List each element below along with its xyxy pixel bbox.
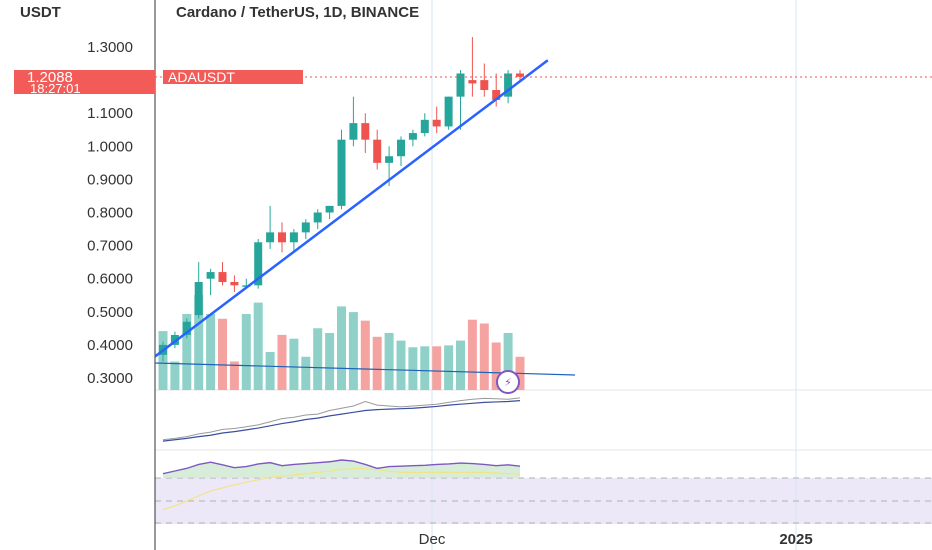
volume-bar [384,333,394,390]
candle-body [242,285,251,287]
volume-bar [206,314,216,390]
rsi-ma-line [162,468,521,511]
volume-bar [325,333,335,390]
price-tick-label: 0.3000 [87,370,133,387]
candle-body [325,205,334,213]
candle-body [397,139,405,157]
lightning-icon: ⚡ [504,376,512,389]
x-label-dec: Dec [419,531,446,548]
volume-bar [348,312,358,390]
volume-bar [182,314,192,390]
candle-body [516,73,524,77]
candle-body [278,232,286,243]
price-tick-label: 0.9000 [87,171,133,188]
symbol-label-box [163,70,303,84]
candle-body [492,90,501,100]
candle-body [373,139,382,163]
chart-title: Cardano / TetherUS, 1D, BINANCE [176,4,419,21]
candle-body [289,232,298,243]
volume-bar [170,361,180,390]
volume-bar [432,346,442,390]
price-tick-label: 0.5000 [87,304,133,321]
current-price: 1.2088 [27,69,73,86]
price-tick-label: 0.7000 [87,238,133,255]
volume-bar [396,340,406,390]
volume-bar [467,319,477,390]
candle-body [170,334,179,345]
lightning-badge[interactable] [496,370,520,394]
price-tick-label: 1.3000 [87,39,133,56]
candle-body [266,232,275,243]
candle-body [504,73,513,97]
volume-bar [456,340,465,390]
volume-bar [313,328,323,390]
indicator-line-upper [162,397,521,441]
volume-bar [241,314,251,390]
price-tick-label: 0.6000 [87,271,133,288]
candle-body [194,282,203,316]
candle-body [230,282,239,286]
price-tick-label: 0.4000 [87,337,133,354]
volume-bar [479,323,489,390]
trendline[interactable] [154,59,549,358]
volume-bar [372,336,382,390]
price-label-box [14,70,155,94]
volume-bar [408,347,418,390]
volume-bar [229,361,239,390]
volume-bar [218,318,227,390]
candle-body [480,80,489,91]
candle-body [361,123,370,140]
indicator-pane [162,397,521,442]
symbol-label: ADAUSDT [168,69,235,85]
volume-bar [360,320,370,390]
volume-bar [444,345,454,390]
candle-body [468,80,477,84]
price-tick-label: 1.1000 [87,105,133,122]
candle-body [456,73,465,97]
volume-bar [301,356,311,390]
price-tick-label: 1.0000 [87,138,133,155]
candle-body [301,222,310,233]
candle-body [206,272,215,279]
price-axis-ticks: 1.3000 1.1000 1.0000 0.9000 0.8000 0.7000 0.60… [87,39,133,387]
bar-countdown: 18:27:01 [30,81,81,96]
candle-body [444,96,453,127]
volume-bars [158,295,525,390]
candle-body [385,156,394,163]
price-tick-label: 0.8000 [87,205,133,222]
rsi-pane [162,459,521,511]
trendline-segment [154,59,549,358]
candle-body [313,212,322,223]
volume-bar [277,334,287,390]
rsi-line [162,459,521,475]
volume-bar [503,333,513,390]
candle-body [420,119,429,134]
volume-bar [337,306,346,390]
candle-body [408,133,417,140]
x-label-2025: 2025 [779,531,812,548]
candle-body [349,123,358,140]
candle-body [254,242,263,286]
indicator-line-lower [162,400,521,442]
candle-body [182,321,191,335]
volume-bar [491,342,501,390]
candle-body [218,272,227,283]
volume-bar [265,352,275,390]
volume-bar [194,295,204,390]
candle-body [432,119,441,127]
candle-body [337,139,346,206]
volume-bar [253,302,263,390]
volume-bar [289,338,299,390]
currency-label: USDT [20,4,61,21]
volume-bar [420,346,430,390]
